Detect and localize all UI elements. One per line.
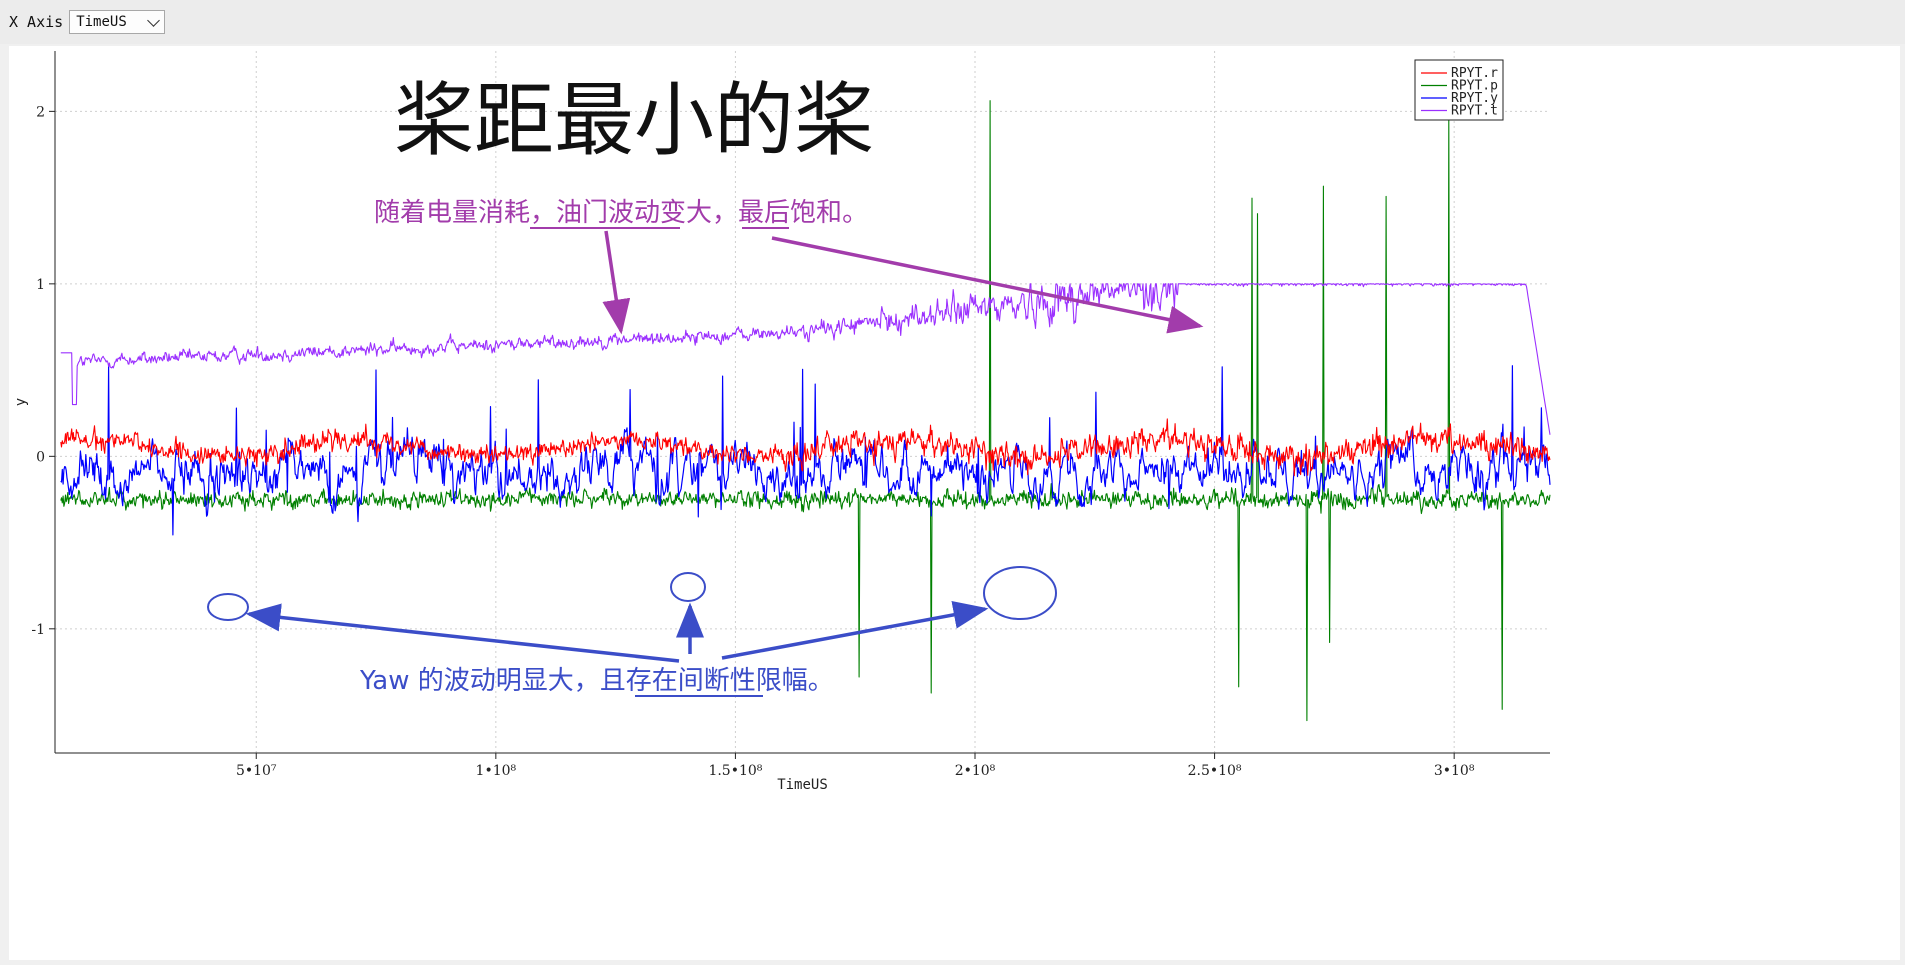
x-tick-label: 1.5•10⁸ [708,763,762,779]
y-tick-label: 2 [36,104,45,120]
x-axis-select-value: TimeUS [76,14,127,30]
legend-entry: RPYT.r [1451,66,1498,81]
annotation-yaw-part: 间断性限幅 [678,666,808,696]
legend-entry: RPYT.t [1451,104,1498,119]
annotation-yaw-part: Yaw 的波动明显大，且存在 [359,666,678,696]
series-layer [60,100,1551,722]
chart-svg[interactable]: 5•10⁷ 1•10⁸ 1.5•10⁸ 2•10⁸ 2.5•10⁸ 3•10⁸ -1 0 1 2 T… [9,46,1900,960]
annotation-throttle-part: 油门波动变大 [556,198,712,228]
annotation-throttle-part: ，最后 [712,198,790,228]
arrow-yaw-right [721,601,989,660]
series-line-rpyt-t [60,283,1551,435]
y-tick-label: 0 [36,449,45,465]
x-tick-label: 3•10⁸ [1434,763,1475,779]
annotation-yaw-note: Yaw 的波动明显大，且存在间断性限幅。 [359,666,834,696]
annotation-yaw-part: 。 [808,666,834,696]
annotation-throttle-note: 随着电量消耗，油门波动变大，最后饱和。 [374,198,868,228]
plot-area[interactable]: 5•10⁷ 1•10⁸ 1.5•10⁸ 2•10⁸ 2.5•10⁸ 3•10⁸ -1 0 1 2 T… [9,46,1900,960]
arrow-yaw-left [245,603,680,663]
annotation-throttle-part: 随着电量消耗， [374,198,556,228]
highlight-ellipse-3 [983,566,1057,620]
axes: 5•10⁷ 1•10⁸ 1.5•10⁸ 2•10⁸ 2.5•10⁸ 3•10⁸ -1 0 1 2 T… [13,51,1550,793]
legend-entry: RPYT.y [1451,91,1498,106]
x-axis-select[interactable]: TimeUS [69,10,166,34]
series-line-rpyt-r [60,418,1551,477]
y-tick-label: 1 [36,277,45,293]
arrow-throttle-saturation [771,236,1204,334]
series-line-rpyt-p [60,100,1551,722]
highlight-ellipse-1 [207,593,249,621]
x-axis-title: TimeUS [777,777,828,793]
toolbar: X Axis TimeUS [0,0,1905,44]
y-tick-label: -1 [31,622,45,638]
annotation-title: 桨距最小的桨 [394,74,874,167]
x-tick-label: 5•10⁷ [236,763,277,779]
x-axis-label: X Axis [9,13,64,31]
y-axis-title: y [13,398,29,406]
annotation-throttle-part: 饱和 [790,198,842,228]
x-tick-label: 2•10⁸ [955,763,996,779]
x-tick-label: 2.5•10⁸ [1188,763,1242,779]
chevron-down-icon [147,13,161,27]
x-tick-label: 1•10⁸ [476,763,517,779]
legend-entry: RPYT.p [1451,79,1498,94]
highlight-ellipse-2 [670,572,706,602]
arrow-throttle-down [602,230,631,335]
annotation-throttle-part: 。 [842,198,868,228]
